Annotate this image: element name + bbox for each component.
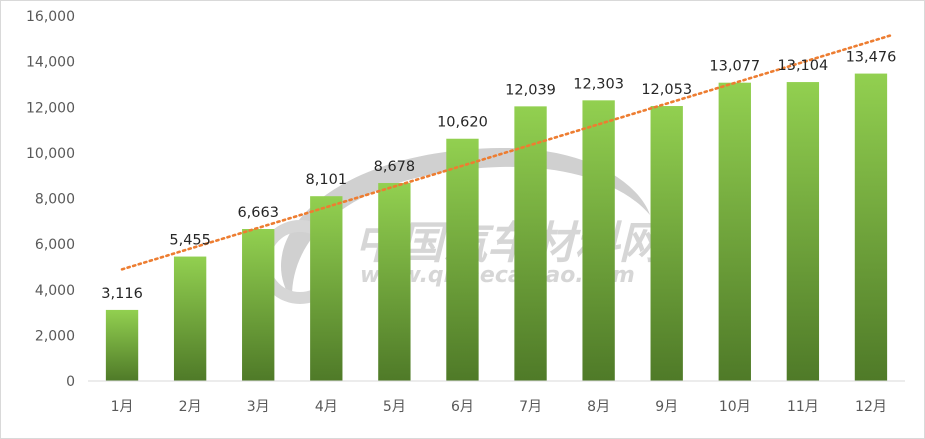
bar [242,229,275,381]
bars [105,73,888,382]
bar [650,106,683,381]
bar [310,196,343,381]
watermark-swoosh [280,147,650,300]
data-label: 13,104 [778,58,829,74]
data-label: 5,455 [169,233,211,249]
y-tick-label: 0 [66,374,75,390]
bar [105,309,139,381]
data-label: 13,476 [846,50,897,66]
bar [718,82,751,381]
y-tick-label: 16,000 [26,9,75,25]
x-tick-label: 2月 [179,399,202,415]
y-tick-label: 8,000 [35,192,75,208]
y-tick-label: 14,000 [26,55,75,71]
x-tick-label: 9月 [655,399,678,415]
trendline [120,33,895,271]
bar [582,100,615,381]
bar [786,82,820,381]
y-tick-label: 2,000 [35,328,75,344]
bar [446,138,479,381]
y-tick-label: 6,000 [35,237,75,253]
bar [378,183,411,381]
bar [514,106,547,381]
y-tick-label: 12,000 [26,100,75,116]
x-tick-label: 5月 [383,399,406,415]
data-label: 13,077 [709,59,760,75]
x-tick-label: 12月 [855,399,887,415]
y-tick-label: 10,000 [26,146,75,162]
bar [854,73,888,382]
x-tick-label: 11月 [787,399,819,415]
x-tick-label: 4月 [315,399,338,415]
data-label: 8,678 [374,159,416,175]
x-tick-label: 7月 [519,399,542,415]
x-tick-label: 6月 [451,399,474,415]
data-label: 12,039 [505,82,556,98]
x-tick-label: 1月 [111,399,134,415]
data-labels: 3,116 5,455 6,663 8,101 8,678 10,620 12,039 12,… [101,50,896,302]
x-tick-label: 8月 [587,399,610,415]
data-label: 12,303 [573,76,624,92]
data-label: 6,663 [237,205,279,221]
y-axis: 0 2,000 4,000 6,000 8,000 10,000 12,000 14,000 1… [26,9,75,390]
data-label: 8,101 [306,172,348,188]
x-axis: 1月 2月 3月 4月 5月 6月 7月 8月 9月 10月 11月 12月 [111,399,887,415]
y-tick-label: 4,000 [35,283,75,299]
data-label: 3,116 [101,286,143,302]
data-label: 10,620 [437,115,488,131]
bar [173,256,207,381]
x-tick-label: 10月 [719,399,751,415]
data-label: 12,053 [641,82,692,98]
x-tick-label: 3月 [247,399,270,415]
